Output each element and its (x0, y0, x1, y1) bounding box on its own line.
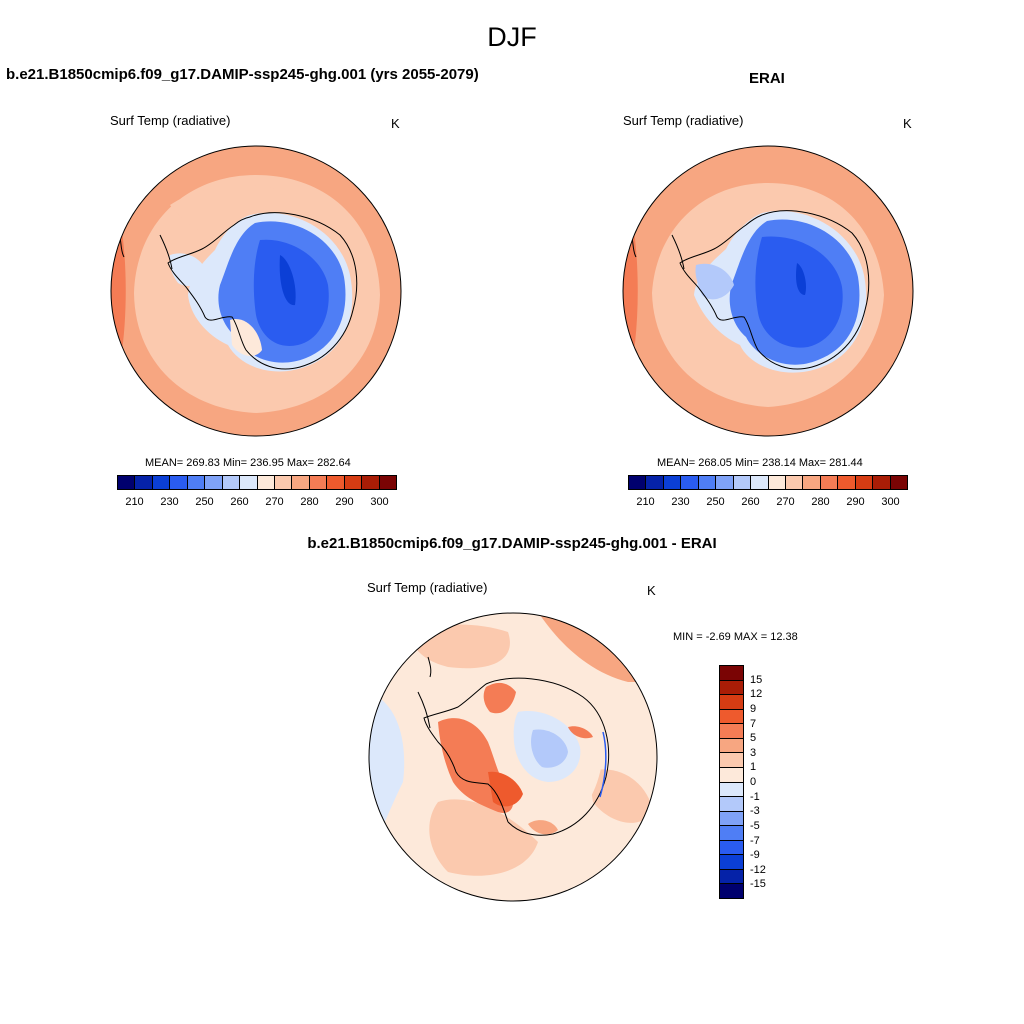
colorbar-tick-label: 280 (811, 496, 830, 508)
colorbar-tick-label: 210 (125, 496, 144, 508)
colorbar-swatch (720, 884, 743, 898)
diff-stats: MIN = -2.69 MAX = 12.38 (673, 631, 798, 643)
obs-panel-title: ERAI (749, 70, 785, 87)
colorbar-swatch (646, 476, 664, 489)
colorbar-tick-label: 9 (750, 702, 757, 715)
colorbar-tick-label: 230 (160, 496, 179, 508)
colorbar-tick-label: 280 (300, 496, 319, 508)
model-units-label: K (391, 116, 400, 131)
colorbar-tick-label: 250 (195, 496, 214, 508)
colorbar-tick-label: 15 (750, 673, 763, 686)
obs-stats: MEAN= 268.05 Min= 238.14 Max= 281.44 (657, 457, 863, 469)
colorbar-swatch (257, 476, 275, 489)
colorbar-swatch (362, 476, 380, 489)
colorbar-tick-label: -12 (750, 863, 766, 876)
model-stats: MEAN= 269.83 Min= 236.95 Max= 282.64 (145, 457, 351, 469)
colorbar-swatch (720, 680, 743, 696)
colorbar-swatch (855, 476, 874, 489)
colorbar-swatch (720, 840, 743, 856)
colorbar-swatch (629, 476, 647, 489)
diff-variable-label: Surf Temp (radiative) (367, 580, 488, 595)
colorbar-tick-label: 260 (230, 496, 249, 508)
colorbar-swatch (135, 476, 153, 489)
colorbar-swatch (222, 476, 241, 489)
colorbar-swatch (720, 797, 743, 812)
colorbar-tick-label: 5 (750, 732, 757, 745)
colorbar-swatch (152, 476, 171, 489)
colorbar-swatch (890, 476, 907, 489)
colorbar-swatch (873, 476, 891, 489)
colorbar-tick-label: 270 (776, 496, 795, 508)
model-panel-title: b.e21.B1850cmip6.f09_g17.DAMIP-ssp245-gh… (6, 66, 479, 83)
colorbar-swatch (803, 476, 821, 489)
colorbar-tick-label: 230 (671, 496, 690, 508)
obs-units-label: K (903, 116, 912, 131)
diff-panel-title: b.e21.B1850cmip6.f09_g17.DAMIP-ssp245-gh… (307, 535, 717, 552)
figure-title: DJF (487, 22, 537, 52)
colorbar-swatch (344, 476, 363, 489)
colorbar-swatch (379, 476, 396, 489)
colorbar-swatch (720, 738, 743, 754)
colorbar-swatch (292, 476, 310, 489)
model-polar-map (110, 145, 402, 437)
colorbar-swatch (720, 695, 743, 710)
colorbar-swatch (720, 709, 743, 725)
colorbar-swatch (733, 476, 752, 489)
colorbar-swatch (720, 869, 743, 885)
obs-colorbar (628, 475, 908, 490)
colorbar-swatch (327, 476, 345, 489)
colorbar-tick-label: 290 (846, 496, 865, 508)
colorbar-swatch (720, 767, 743, 783)
diff-colorbar (719, 665, 744, 899)
colorbar-tick-label: -9 (750, 849, 760, 862)
colorbar-tick-label: 290 (335, 496, 354, 508)
colorbar-swatch (274, 476, 293, 489)
obs-polar-map (622, 145, 914, 437)
colorbar-tick-label: 12 (750, 688, 763, 701)
model-colorbar (117, 475, 397, 490)
colorbar-swatch (720, 753, 743, 768)
colorbar-tick-label: 3 (750, 746, 757, 759)
colorbar-swatch (170, 476, 188, 489)
colorbar-tick-label: 250 (706, 496, 725, 508)
colorbar-swatch (838, 476, 856, 489)
colorbar-tick-label: -15 (750, 878, 766, 891)
diff-units-label: K (647, 583, 656, 598)
colorbar-tick-label: 0 (750, 776, 757, 788)
diff-colorbar-ticks: 15 12 9 7 5 3 1 0 -1 -3 -5 -7 -9 -12 -15 (750, 665, 790, 899)
colorbar-swatch (309, 476, 328, 489)
colorbar-swatch (720, 666, 743, 681)
colorbar-tick-label: -3 (750, 805, 760, 818)
colorbar-tick-label: 270 (265, 496, 284, 508)
colorbar-swatch (187, 476, 206, 489)
colorbar-swatch (720, 782, 743, 798)
colorbar-tick-label: -1 (750, 790, 760, 803)
colorbar-tick-label: 210 (636, 496, 655, 508)
colorbar-swatch (716, 476, 734, 489)
colorbar-tick-label: 1 (750, 761, 757, 774)
colorbar-swatch (698, 476, 717, 489)
colorbar-swatch (785, 476, 804, 489)
colorbar-swatch (681, 476, 699, 489)
colorbar-swatch (240, 476, 258, 489)
obs-variable-label: Surf Temp (radiative) (623, 113, 744, 128)
colorbar-swatch (663, 476, 682, 489)
diff-polar-map (368, 612, 658, 902)
colorbar-swatch (720, 724, 743, 739)
colorbar-swatch (118, 476, 136, 489)
colorbar-swatch (720, 826, 743, 841)
colorbar-swatch (720, 855, 743, 870)
colorbar-swatch (720, 811, 743, 827)
model-variable-label: Surf Temp (radiative) (110, 113, 231, 128)
colorbar-tick-label: 260 (741, 496, 760, 508)
colorbar-swatch (751, 476, 769, 489)
colorbar-swatch (768, 476, 786, 489)
colorbar-tick-label: 7 (750, 717, 757, 730)
colorbar-tick-label: 300 (881, 496, 900, 508)
colorbar-swatch (205, 476, 223, 489)
colorbar-tick-label: 300 (370, 496, 389, 508)
colorbar-tick-label: -7 (750, 834, 760, 847)
colorbar-tick-label: -5 (750, 819, 760, 832)
colorbar-swatch (820, 476, 839, 489)
